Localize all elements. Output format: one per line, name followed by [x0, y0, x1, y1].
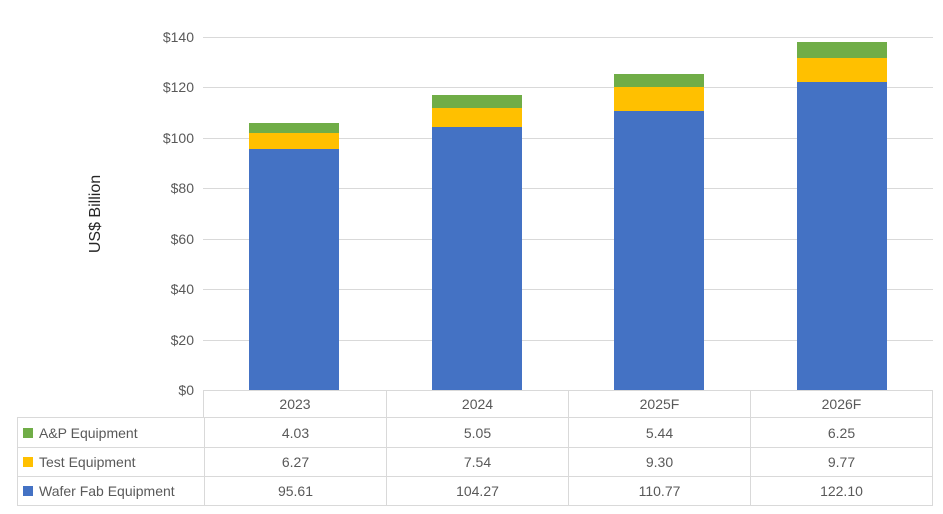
data-table: A&P Equipment 4.03 5.05 5.44 6.25 Test Equipm…	[17, 417, 933, 506]
gridline-20	[203, 339, 933, 341]
bar-segment-test-equipment-2023	[249, 133, 340, 149]
bar-segment-test-equipment-2024	[431, 108, 522, 128]
y-tick-label-0: $0	[178, 382, 194, 398]
y-tick-label-80: $80	[170, 180, 194, 197]
legend-swatch-a-p-equipment	[23, 427, 33, 438]
y-axis-title: US$ Billion	[87, 174, 104, 254]
value-cell-a-p-equipment-2026f: 6.25	[750, 418, 932, 447]
bar-segment-a-p-equipment-2025f	[614, 73, 705, 88]
bar-segment-a-p-equipment-2026f	[796, 41, 887, 58]
legend-swatch-wafer-fab-equipment	[23, 486, 33, 496]
x-category-label-2026f: 2026F	[750, 391, 932, 417]
gridline-80	[203, 188, 933, 190]
value-cell-test-equipment-2026f: 9.77	[750, 447, 932, 476]
y-tick-label-20: $20	[170, 331, 194, 348]
value-cell-test-equipment-2023: 6.27	[204, 447, 386, 476]
bar-segment-wafer-fab-equipment-2026f	[796, 82, 887, 390]
legend-label-test-equipment: Test Equipment	[39, 454, 136, 470]
bar-2023	[249, 122, 340, 390]
bar-2026f	[796, 41, 887, 390]
gridline-120	[203, 87, 933, 89]
value-cell-wafer-fab-equipment-2023: 95.61	[204, 476, 386, 505]
value-cell-wafer-fab-equipment-2025f: 110.77	[568, 476, 750, 505]
y-tick-label-40: $40	[170, 281, 194, 298]
x-category-label-2023: 2023	[279, 396, 311, 412]
bar-2024	[431, 95, 522, 390]
x-category-label-2025f: 2025F	[568, 391, 750, 417]
value-cell-a-p-equipment-2025f: 5.44	[568, 418, 750, 447]
value-cell-test-equipment-2025f: 9.30	[568, 447, 750, 476]
value-cell-test-equipment-2024: 7.54	[386, 447, 568, 476]
gridline-140	[203, 37, 933, 38]
legend-item-a-p-equipment: A&P Equipment	[18, 418, 204, 447]
x-category-label-2024: 2024	[386, 391, 568, 417]
bar-segment-test-equipment-2026f	[796, 57, 887, 83]
legend-item-wafer-fab-equipment: Wafer Fab Equipment	[18, 476, 204, 505]
legend-item-test-equipment: Test Equipment	[18, 447, 204, 476]
gridline-60	[203, 238, 933, 240]
gridline-100	[203, 137, 933, 139]
bar-segment-a-p-equipment-2023	[249, 122, 340, 134]
gridline-40	[203, 289, 933, 291]
y-tick-label-100: $100	[162, 129, 194, 146]
y-tick-label-140: $140	[162, 29, 194, 45]
bar-2025f	[614, 73, 705, 390]
bar-segment-wafer-fab-equipment-2025f	[614, 110, 705, 390]
value-cell-wafer-fab-equipment-2024: 104.27	[386, 476, 568, 505]
value-cell-wafer-fab-equipment-2026f: 122.10	[750, 476, 932, 505]
legend-label-wafer-fab-equipment: Wafer Fab Equipment	[39, 483, 175, 499]
y-tick-label-120: $120	[162, 79, 194, 96]
bar-segment-wafer-fab-equipment-2023	[249, 148, 340, 390]
legend-label-a-p-equipment: A&P Equipment	[39, 424, 138, 441]
value-cell-a-p-equipment-2023: 4.03	[204, 418, 386, 447]
legend-swatch-test-equipment	[23, 457, 33, 467]
y-tick-label-60: $60	[170, 230, 194, 247]
x-axis-category-row: 2023 2024 2025F 2026F	[203, 390, 933, 417]
bar-segment-a-p-equipment-2024	[431, 95, 522, 109]
plot-area: $0 $20 $40 $60 $80 $100 $120 $140	[163, 29, 933, 398]
bar-segment-test-equipment-2025f	[614, 87, 705, 111]
value-cell-a-p-equipment-2024: 5.05	[386, 418, 568, 447]
bar-segment-wafer-fab-equipment-2024	[431, 127, 522, 390]
